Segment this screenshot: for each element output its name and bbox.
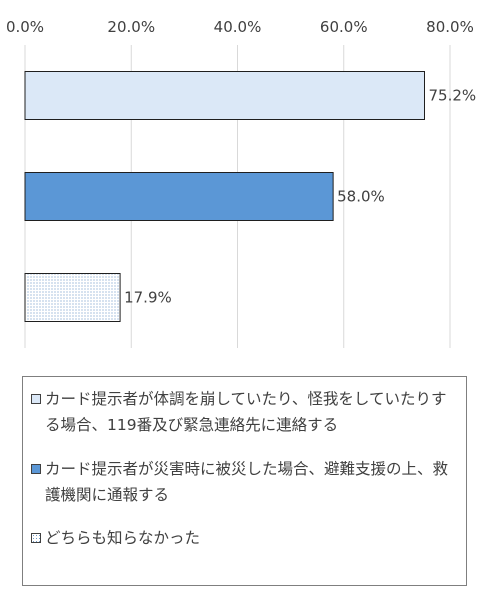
legend-item-1: カード提示者が災害時に被災した場合、避難支援の上、救護機関に通報する [31, 456, 459, 508]
bar-1 [24, 172, 334, 221]
bar-0 [24, 71, 425, 120]
data-label-2: 17.9% [124, 289, 172, 307]
legend-item-0: カード提示者が体調を崩していたり、怪我をしていたりする場合、119番及び緊急連絡… [31, 386, 459, 438]
legend-label-2: どちらも知らなかった [45, 529, 201, 547]
tick-label-3: 60.0% [320, 18, 368, 36]
data-label-0: 75.2% [429, 87, 477, 105]
legend-item-2: どちらも知らなかった [31, 525, 459, 551]
legend-label-0: カード提示者が体調を崩していたり、怪我をしていたりする場合、119番及び緊急連絡… [45, 390, 447, 434]
tick-label-1: 20.0% [107, 18, 155, 36]
tick-label-0: 0.0% [6, 18, 44, 36]
legend-swatch-2 [31, 533, 41, 543]
bar-2 [24, 273, 121, 322]
tick-label-2: 40.0% [214, 18, 262, 36]
bar-chart: 0.0% 20.0% 40.0% 60.0% 80.0% 75.2% 58.0% 17.9% [6, 18, 477, 348]
legend-label-1: カード提示者が災害時に被災した場合、避難支援の上、救護機関に通報する [45, 460, 449, 504]
tick-label-4: 80.0% [426, 18, 474, 36]
data-label-1: 58.0% [337, 188, 385, 206]
legend-swatch-1 [31, 464, 41, 474]
legend-swatch-0 [31, 394, 41, 404]
legend: カード提示者が体調を崩していたり、怪我をしていたりする場合、119番及び緊急連絡… [22, 376, 467, 586]
